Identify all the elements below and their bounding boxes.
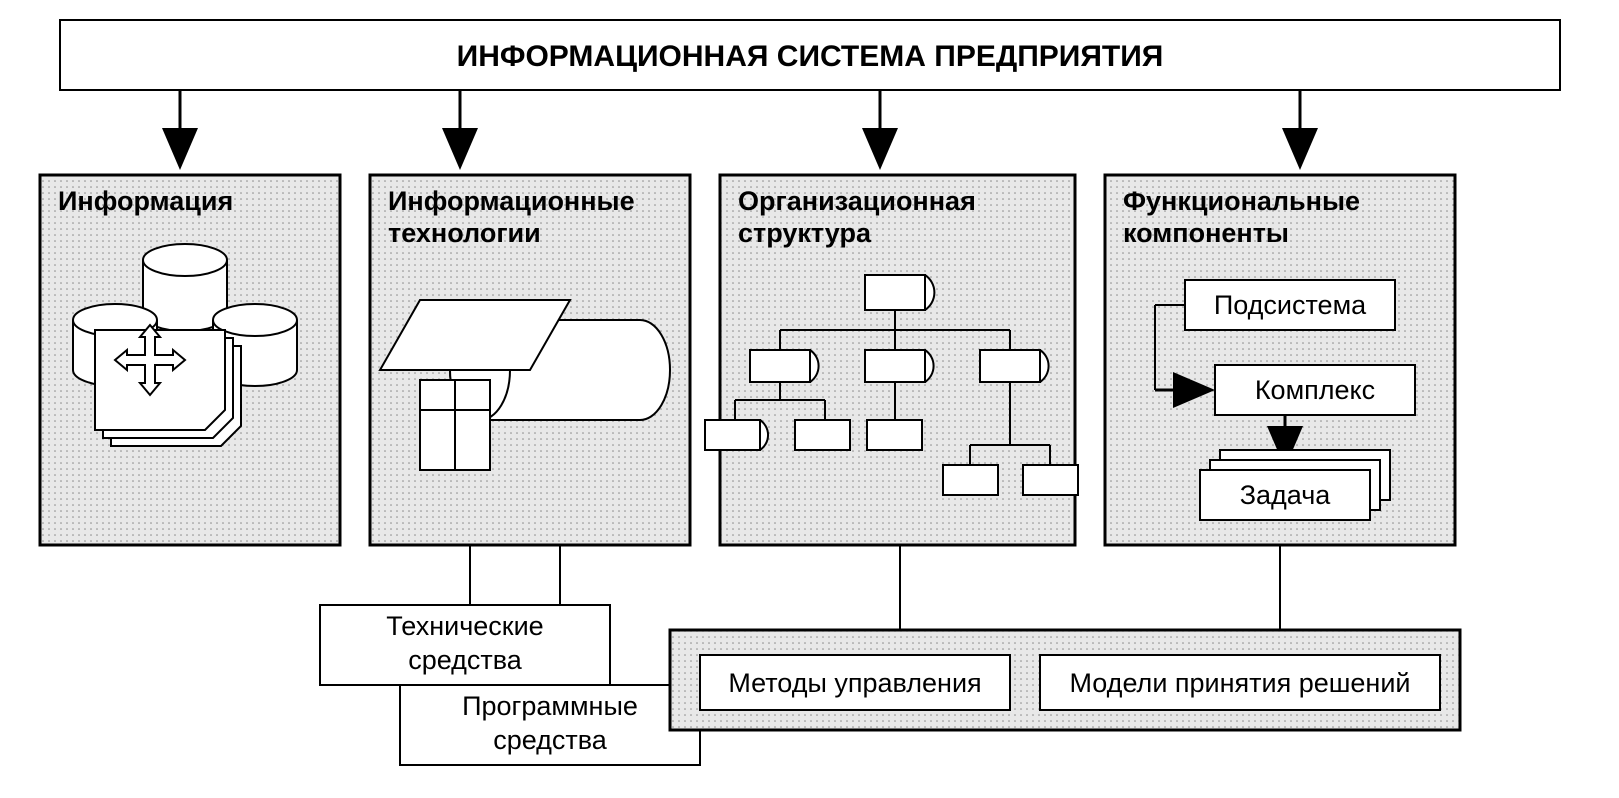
panel-func-title-1: компоненты xyxy=(1123,218,1289,248)
tech-sub-0: Технические средства xyxy=(320,605,610,685)
tech-sub-0-line-1: средства xyxy=(408,645,523,675)
diagram-title: ИНФОРМАЦИОННАЯ СИСТЕМА ПРЕДПРИЯТИЯ xyxy=(457,40,1164,73)
panel-tech-title-1: технологии xyxy=(388,218,541,248)
bottom-band: Методы управления Модели принятия решений xyxy=(670,630,1460,730)
func-subsystem-label: Подсистема xyxy=(1214,290,1367,320)
panel-org-title-1: структура xyxy=(738,218,872,248)
bottom-box-1-label: Модели принятия решений xyxy=(1069,668,1410,698)
panel-info-title-0: Информация xyxy=(58,186,233,216)
panel-func-title-0: Функциональные xyxy=(1123,186,1360,216)
bottom-box-0-label: Методы управления xyxy=(728,668,981,698)
tech-sub-0-line-0: Технические xyxy=(386,611,543,641)
panel-tech-title-0: Информационные xyxy=(388,186,635,216)
tech-sub-1-line-1: средства xyxy=(493,725,608,755)
func-complex-label: Комплекс xyxy=(1255,375,1375,405)
tech-sub-1: Программные средства xyxy=(400,685,700,765)
func-task-label: Задача xyxy=(1240,480,1332,510)
tech-sub-1-line-0: Программные xyxy=(462,691,638,721)
title-box: ИНФОРМАЦИОННАЯ СИСТЕМА ПРЕДПРИЯТИЯ xyxy=(60,20,1560,90)
panel-org-title-0: Организационная xyxy=(738,186,976,216)
